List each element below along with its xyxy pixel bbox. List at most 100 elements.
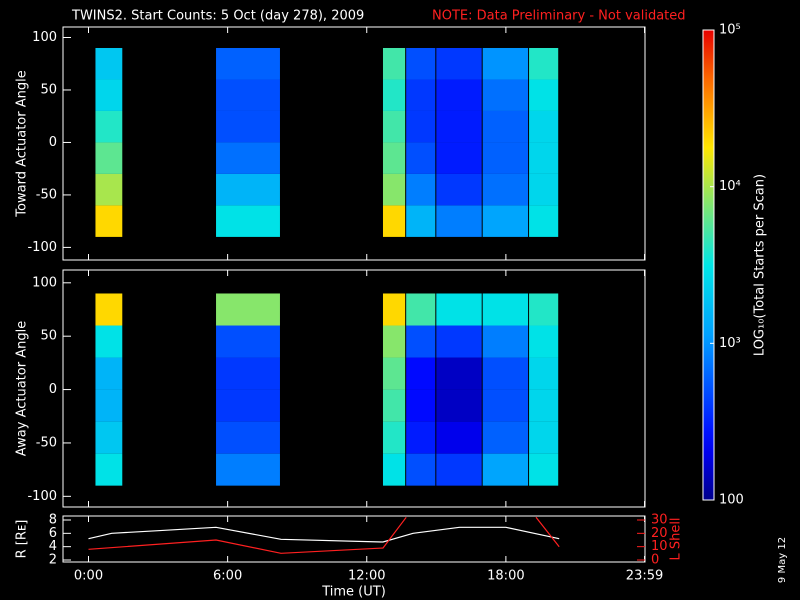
heatmap-cell [95,173,123,206]
heatmap-cell [406,325,436,358]
y-tick-label: 2 [49,553,57,568]
heatmap-cell [406,47,436,80]
heatmap-cell [436,173,482,206]
colorbar-tick-label: 10⁵ [719,23,741,38]
note: NOTE: Data Preliminary - Not validated [432,9,686,24]
heatmap-cell [529,357,559,390]
y-tick-label: -50 [36,187,57,202]
heatmap-cell [216,325,280,358]
heatmap-cell [529,110,559,143]
heatmap-cell [406,79,436,111]
heatmap-cell [216,110,280,143]
heatmap-cell [406,173,436,206]
y-tick-label: -100 [27,489,57,504]
y-tick-label: 10 [651,539,668,554]
heatmap-cell [382,421,406,454]
colorbar-tick-label: 10³ [719,336,741,351]
axis-label: Away Actuator Angle [15,321,30,456]
heatmap-cell [436,357,482,390]
heatmap-cell [529,142,559,174]
heatmap-cell [529,453,559,486]
axis-label: LOG₁₀(Total Starts per Scan) [753,174,768,356]
heatmap-cell [436,110,482,143]
colorbar-tick-label: 10⁴ [719,179,741,194]
heatmap-cell [482,421,529,454]
heatmap-cell [406,421,436,454]
heatmap-cell [529,79,559,111]
heatmap-cell [216,47,280,80]
heatmap-cell [529,389,559,422]
heatmap-cell [382,325,406,358]
heatmap-cell [95,325,123,358]
x-tick-label: 12:00 [348,569,385,584]
heatmap-cell [482,357,529,390]
heatmap-cell [406,389,436,422]
x-tick-label: 0:00 [74,569,103,584]
colorbar-tick-label: 100 [719,493,744,508]
heatmap-cell [95,357,123,390]
heatmap-cell [406,293,436,326]
series-line [88,526,560,543]
heatmap-cell [95,79,123,111]
y-tick-label: 8 [49,513,57,528]
heatmap-cell [482,79,529,111]
heatmap-cell [95,293,123,326]
heatmap-cell [482,205,529,237]
y-tick-label: 30 [651,513,668,528]
heatmap-cell [382,205,406,237]
heatmap-cell [95,389,123,422]
y-tick-label: 20 [651,526,668,541]
y-tick-label: 0 [651,553,659,568]
y-tick-label: 4 [49,539,57,554]
heatmap-cell [216,421,280,454]
heatmap-cell [95,110,123,143]
heatmap-cell [529,293,559,326]
axis-label: R [Rᴇ] [15,520,30,559]
heatmap-cell [436,47,482,80]
heatmap-cell [436,389,482,422]
colorbar [702,29,715,501]
heatmap-cell [436,453,482,486]
heatmap-cell [382,173,406,206]
heatmap-cell [216,389,280,422]
y-tick-label: 50 [40,82,57,97]
heatmap-cell [482,389,529,422]
heatmap-cell [436,325,482,358]
heatmap-cell [482,293,529,326]
heatmap-cell [529,47,559,80]
heatmap-cell [482,110,529,143]
heatmap-cell [95,453,123,486]
x-axis-label: Time (UT) [321,585,386,600]
heatmap-cell [216,142,280,174]
x-tick-label: 6:00 [213,569,242,584]
y-tick-label: -100 [27,240,57,255]
heatmap-cell [382,110,406,143]
y-tick-label: 0 [49,135,57,150]
y-tick-label: 6 [49,526,57,541]
heatmap-cell [406,205,436,237]
heatmap-cell [382,453,406,486]
heatmap-cell [482,173,529,206]
heatmap-cell [382,293,406,326]
heatmap-cell [216,173,280,206]
y-tick-label: 100 [32,30,57,45]
heatmap-cell [95,205,123,237]
heatmap-cell [95,142,123,174]
axes-frame [62,515,646,563]
y-tick-label: -50 [36,435,57,450]
x-tick-label: 18:00 [487,569,524,584]
heatmap-cell [95,421,123,454]
heatmap-cell [482,142,529,174]
heatmap-cell [436,79,482,111]
heatmap-cell [382,389,406,422]
heatmap-cell [436,421,482,454]
chart-title: TWINS2. Start Counts: 5 Oct (day 278), 2… [71,9,364,24]
annotation: 9 May 12 [777,537,788,583]
heatmap-cell [95,47,123,80]
heatmap-cell [529,421,559,454]
heatmap-cell [216,453,280,486]
heatmap-cell [382,142,406,174]
axes-frame [62,269,646,508]
heatmap-cell [436,142,482,174]
heatmap-cell [482,453,529,486]
